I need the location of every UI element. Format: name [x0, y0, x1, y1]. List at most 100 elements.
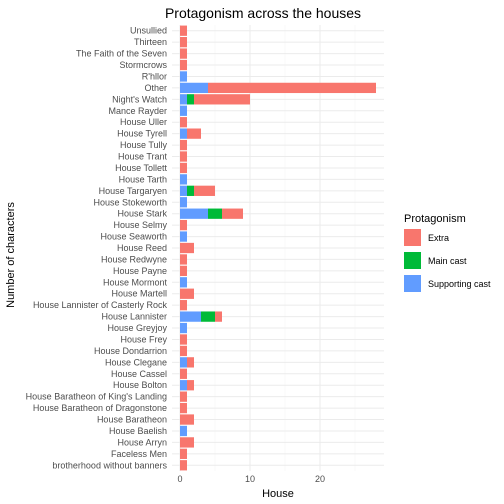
bar-segment: [180, 71, 187, 82]
bar-segment: [180, 174, 187, 185]
bar-segment: [180, 208, 208, 219]
y-tick-label: House Baratheon of King's Landing: [26, 392, 167, 402]
y-tick-label: House Dondarrion: [94, 346, 167, 356]
y-tick-label: Other: [144, 83, 167, 93]
bar-segment: [180, 311, 201, 322]
bars: [180, 25, 376, 471]
bar-segment: [180, 185, 187, 196]
bar-segment: [180, 414, 194, 425]
bar-segment: [180, 437, 194, 448]
bar-segment: [180, 117, 187, 128]
y-tick-label: House Lannister: [101, 312, 167, 322]
bar-segment: [180, 448, 187, 459]
bar-segment: [187, 380, 194, 391]
y-tick-label: House Greyjoy: [107, 323, 167, 333]
y-tick-label: Night's Watch: [112, 94, 167, 104]
y-tick-label: House Baratheon of Dragonstone: [33, 403, 167, 413]
bar-segment: [180, 265, 187, 277]
y-tick-label: House Stark: [117, 209, 167, 219]
bar-segment: [194, 185, 215, 196]
chart-title: Protagonism across the houses: [165, 5, 361, 21]
bar-segment: [180, 380, 187, 391]
y-tick-label: The Faith of the Seven: [76, 49, 167, 59]
y-tick-label: House Baelish: [109, 426, 167, 436]
bar-segment: [180, 322, 187, 334]
bar-segment: [194, 94, 250, 105]
bar-segment: [180, 25, 187, 36]
bar-segment: [180, 288, 194, 299]
bar-segment: [180, 277, 187, 288]
y-tick-label: House Seaworth: [100, 232, 167, 242]
legend-label: Supporting cast: [428, 279, 491, 289]
bar-segment: [180, 345, 187, 357]
legend-swatch: [404, 275, 421, 292]
bar-segment: [180, 368, 187, 379]
bar-segment: [180, 151, 187, 162]
y-tick-label: House Redwyne: [101, 254, 167, 264]
x-tick-label: 20: [315, 474, 325, 484]
y-tick-label: House Arryn: [117, 437, 167, 447]
bar-segment: [180, 219, 187, 231]
bar-segment: [180, 425, 187, 437]
y-tick-label: Mance Rayder: [108, 106, 167, 116]
x-tick-labels: 0 10 20: [177, 474, 325, 484]
y-tick-label: R'hllor: [142, 71, 167, 81]
bar-segment: [180, 197, 187, 208]
bar-segment: [180, 357, 187, 368]
y-tick-label: House Martell: [111, 289, 167, 299]
bar-segment: [208, 82, 376, 94]
bar-segment: [180, 139, 187, 151]
y-tick-label: House Trant: [118, 152, 168, 162]
y-tick-label: House Selmy: [113, 220, 167, 230]
legend-label: Extra: [428, 233, 449, 243]
bar-segment: [180, 391, 187, 402]
x-axis-title: House: [262, 488, 294, 500]
bar-segment: [180, 48, 187, 59]
y-tick-label: House Mormont: [103, 277, 168, 287]
bar-segment: [180, 59, 187, 71]
legend-swatch: [404, 252, 421, 269]
bar-segment: [180, 334, 187, 345]
y-tick-label: House Lannister of Casterly Rock: [33, 300, 168, 310]
y-tick-label: House Cassel: [111, 369, 167, 379]
y-tick-label: House Tully: [120, 140, 168, 150]
legend-label: Main cast: [428, 256, 467, 266]
y-tick-label: House Baratheon: [97, 415, 167, 425]
bar-segment: [187, 128, 201, 139]
y-tick-label: House Clegane: [105, 357, 167, 367]
y-tick-label: House Bolton: [113, 380, 167, 390]
bar-segment: [215, 311, 222, 322]
bar-segment: [208, 208, 222, 219]
y-tick-label: Thirteen: [134, 37, 167, 47]
bar-segment: [187, 185, 194, 196]
y-tick-label: House Tyrell: [117, 129, 167, 139]
y-tick-label: House Tarth: [119, 174, 167, 184]
y-tick-label: Faceless Men: [111, 449, 167, 459]
y-tick-label: House Tollett: [115, 163, 167, 173]
y-tick-label: House Payne: [113, 266, 167, 276]
legend-swatch: [404, 229, 421, 246]
legend-title: Protagonism: [404, 213, 466, 225]
bar-segment: [180, 105, 187, 116]
x-tick-label: 10: [245, 474, 255, 484]
bar-segment: [187, 357, 194, 368]
y-tick-label: brotherhood without banners: [52, 460, 167, 470]
x-tick-label: 0: [177, 474, 182, 484]
y-tick-label: House Stokeworth: [93, 197, 167, 207]
legend: Protagonism Extra Main cast Supporting cas…: [404, 213, 491, 292]
bar-segment: [180, 300, 187, 311]
bar-segment: [180, 254, 187, 265]
y-tick-label: House Reed: [117, 243, 167, 253]
bar-segment: [180, 402, 187, 414]
bar-segment: [187, 94, 194, 105]
bar-segment: [180, 82, 208, 94]
y-tick-label: House Targaryen: [99, 186, 167, 196]
bar-segment: [180, 94, 187, 105]
bar-segment: [180, 242, 194, 254]
bar-segment: [180, 231, 187, 242]
bar-segment: [180, 162, 187, 174]
bar-segment: [201, 311, 215, 322]
